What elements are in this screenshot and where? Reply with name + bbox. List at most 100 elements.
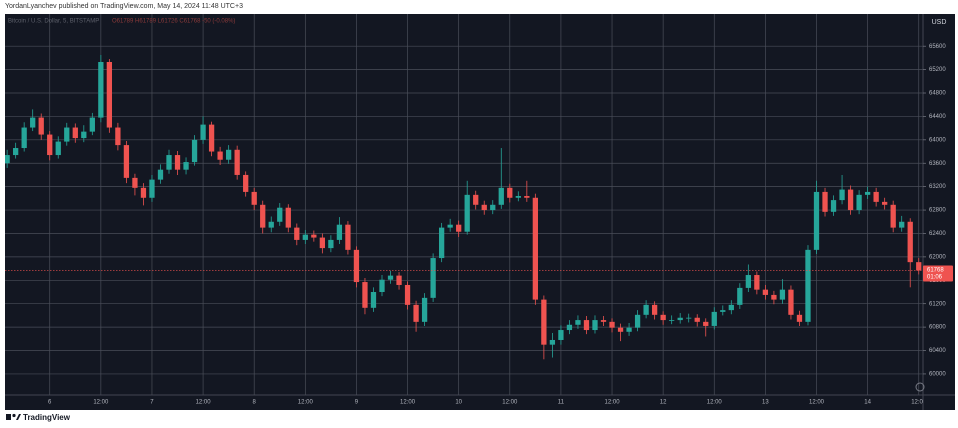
candle-body [464,194,470,232]
candle-body [345,224,351,250]
currency-label: USD [932,19,947,26]
x-tick-label: 12:00 [93,400,109,406]
x-tick-label: 8 [253,400,257,406]
y-tick-label: 60400 [929,348,946,354]
candle-body [830,200,837,212]
candle-body [370,291,377,308]
x-tick-label: 13 [762,400,769,406]
candle-body [311,234,317,238]
candle-body [481,204,487,211]
candle-body [626,327,632,332]
credit: YordanLyanchev published on TradingView.… [5,3,243,10]
candle-body [745,275,751,288]
x-tick-label: 12:00 [911,400,927,406]
candle-body [754,275,760,290]
candle-body [251,191,257,205]
x-tick-label: 12:00 [400,400,416,406]
candle-body [532,197,538,300]
candle-body [55,141,61,156]
y-tick-label: 65200 [929,67,946,73]
y-tick-label: 61200 [929,301,946,307]
candle-body [13,148,19,156]
candle-body [771,294,777,300]
candle-body [421,297,428,322]
candle-body [600,320,607,322]
candle-body [558,330,564,340]
candle-body [711,311,717,326]
candle-body [788,289,794,315]
candle-body [183,162,189,170]
candle-body [643,304,649,315]
candle-body [813,191,820,250]
y-tick-label: 63600 [929,161,946,167]
candle-body [916,262,922,271]
candle-body [200,124,206,140]
candle-body [47,134,53,156]
y-tick-label: 60000 [929,372,946,378]
candle-body [234,149,240,175]
grid [5,14,923,395]
candle-body [609,321,615,328]
candle-body [294,227,300,240]
countdown-label: 01:06 [927,275,943,281]
candle-body [174,155,181,170]
candle-body [302,234,308,240]
candle-body [277,207,283,222]
candle-body [899,221,905,228]
candle-body [617,327,624,332]
candle-body [890,204,896,228]
x-axis: 6 12:00 7 12:00 8 12:00 9 12:00 10 12:00 11 12:00 12… [48,400,927,406]
x-tick-label: 12:00 [809,400,825,406]
candle-body [447,224,453,228]
candle-body [149,179,155,198]
candle-body [21,127,27,149]
last-price-box [923,265,953,282]
candle-body [677,317,683,321]
candle-body [191,139,198,163]
candle-body [669,320,675,321]
x-tick-label: 12:00 [298,400,314,406]
candle-body [285,207,291,228]
candle-body [81,131,87,139]
candle-body [839,189,845,201]
y-tick-label: 63200 [929,184,946,190]
candle-body [217,151,223,160]
candle-body [140,187,147,198]
candle-body [660,314,666,321]
candle-body [243,174,249,192]
x-tick-label: 14 [864,400,871,406]
x-tick-label: 12:00 [196,400,212,406]
x-tick-label: 11 [558,400,565,406]
candle-body [549,339,556,345]
candle-body [694,317,700,322]
candle-body [473,194,479,205]
candle-body [907,221,913,263]
candle-body [822,191,828,212]
candle-body [456,224,462,232]
candle-body [438,227,445,259]
x-tick-label: 12:00 [707,400,723,406]
candle-body [873,191,879,202]
y-tick-label: 62800 [929,208,946,214]
candle-body [319,237,326,249]
candle-body [328,239,334,249]
candle-body [882,201,888,205]
candle-body [720,310,726,312]
settings-icon[interactable] [915,382,925,392]
brand-logo [6,413,21,420]
x-tick-label: 9 [355,400,359,406]
y-tick-label: 64400 [929,114,946,120]
y-tick-label: 62000 [929,254,946,260]
candle-body [123,145,130,178]
candle-body [362,282,368,308]
candle-body [132,177,138,188]
candle-body [490,204,496,211]
candle-body [737,287,743,305]
candle-body [507,187,513,198]
candle-body [634,314,641,328]
candle-body [762,289,769,295]
candle-body [64,127,70,142]
x-tick-label: 12:00 [502,400,518,406]
candle-body [268,221,274,228]
y-tick-label: 65600 [929,44,946,50]
